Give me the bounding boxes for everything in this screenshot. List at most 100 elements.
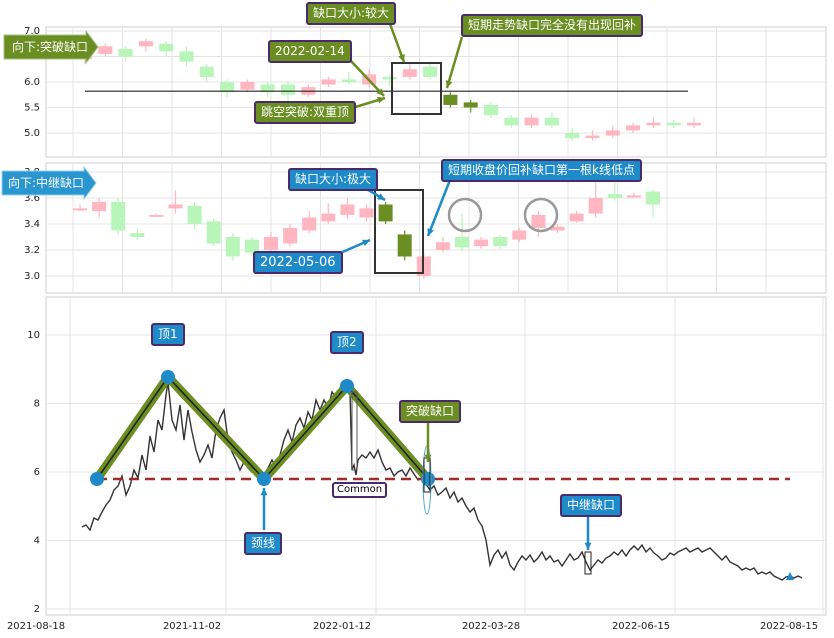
panel1-ytick: 5.0 <box>24 128 40 139</box>
panel1-candle-body <box>98 46 113 54</box>
panel2-candle-body <box>397 234 412 257</box>
panel2-candle-body <box>92 201 107 211</box>
panel2-candle-body <box>302 217 317 231</box>
panel1-candle-body <box>281 84 295 95</box>
panel1-candle-body <box>341 79 356 82</box>
breakout-gap-arrow-head <box>424 454 432 462</box>
panel1-candle-body <box>199 66 214 77</box>
panel1-ytick: 5.5 <box>24 103 40 114</box>
panel1-candle-body <box>687 122 701 126</box>
panel1-candle-body <box>585 135 600 139</box>
panel3-ytick: 10 <box>27 330 40 341</box>
common-gap-marker <box>351 391 358 471</box>
panel1-breakout-type-label: 跳空突破:双重顶 <box>254 101 357 124</box>
panel1-candle-body <box>402 69 417 77</box>
panel2-candle-body <box>646 191 660 205</box>
panel2-candle-body <box>607 194 622 198</box>
panel2-gap-size-label: 缺口大小:极大 <box>288 168 379 191</box>
panel2-candle-body <box>588 198 603 214</box>
panel1-candle-body <box>524 117 539 126</box>
panel2-candle-body <box>283 227 298 244</box>
panel1-candle-body <box>138 41 153 47</box>
panel2-fill-arrow-head <box>427 228 434 236</box>
panel1-candle-body <box>321 79 336 85</box>
panel2-side-label: 向下:中继缺口 <box>2 171 84 195</box>
panel1-candle-body <box>423 66 438 77</box>
panel2-side-arrow <box>1 165 97 201</box>
panel2-candle-body <box>225 237 240 257</box>
panel2-candle-body <box>359 208 374 218</box>
continuation-gap-arrow-head <box>584 542 592 550</box>
panel2-candle-body <box>168 204 183 209</box>
panel1-candle-body <box>260 84 275 93</box>
pattern-point-marker <box>340 379 354 393</box>
panel1-ytick: 6.0 <box>24 77 40 88</box>
continuation-gap-marker <box>584 551 592 575</box>
panel2-ytick: 3.6 <box>24 193 40 204</box>
panel1-candle-body <box>544 117 559 126</box>
panel1-candle-body <box>118 48 133 57</box>
panel2-ytick: 3.2 <box>24 245 40 256</box>
panel1-candle-body <box>220 82 235 93</box>
panel3-xtick: 2022-01-12 <box>313 621 371 632</box>
panel1-frame <box>45 26 827 158</box>
pattern-point-marker <box>161 370 175 384</box>
panel2-candle-body <box>264 237 278 250</box>
panel1-gap-size-label: 缺口大小:较大 <box>306 2 397 25</box>
panel1-ytick: 7.0 <box>24 26 40 37</box>
panel3-ytick: 4 <box>34 536 40 547</box>
panel3-xtick: 2021-11-02 <box>163 621 221 632</box>
panel2-candle-body <box>130 233 145 237</box>
neckline-label: 颈线 <box>244 532 283 555</box>
panel1-candle-body <box>382 76 397 80</box>
panel1-breakout-arrow-head <box>377 96 385 104</box>
price-line <box>81 381 803 581</box>
panel2-candle-body <box>493 237 508 247</box>
panel2-fill-arrow <box>426 179 452 237</box>
panel1-date-arrow-head <box>376 88 384 96</box>
panel3-ytick: 8 <box>34 399 40 410</box>
panel2-fill-circle <box>523 197 559 233</box>
panel2-ytick: 3.0 <box>24 271 40 282</box>
pattern-point-marker <box>257 472 271 486</box>
panel2-candle-body <box>340 204 355 215</box>
panel2-candle-body <box>321 213 336 222</box>
panel1-date-arrow <box>349 59 385 97</box>
panel2-candle-body <box>550 226 565 231</box>
panel1-date-label: 2022-02-14 <box>268 40 352 63</box>
neckline-arrow-head <box>260 488 268 496</box>
panel1-candle-body <box>504 117 519 126</box>
panel1-gap-box <box>391 62 442 115</box>
panel2-candle-body <box>474 239 489 247</box>
panel1-candle-body <box>565 133 580 139</box>
top1-label: 顶1 <box>151 323 185 346</box>
panel1-candle-body <box>666 122 681 126</box>
panel1-no-fill-arrow-head <box>445 80 453 88</box>
panel1-candle-body <box>646 122 661 126</box>
panel2-candle-body <box>73 208 87 211</box>
panel3-xtick: 2022-06-15 <box>612 621 670 632</box>
panel1-gap-size-arrow-head <box>398 54 405 62</box>
panel3-frame <box>45 296 827 616</box>
panel2-side-label-text: 向下:中继缺口 <box>8 176 85 190</box>
panel3-ytick: 2 <box>34 604 40 615</box>
panel3-xtick: 2021-08-18 <box>7 621 65 632</box>
panel1-candle-body <box>443 94 458 105</box>
panel2-candle-body <box>512 230 527 240</box>
panel1-side-label: 向下:突破缺口 <box>6 35 88 59</box>
panel1-candle-body <box>159 43 174 52</box>
panel1-side-label-text: 向下:突破缺口 <box>12 40 89 54</box>
panel1-candle-body <box>605 130 620 136</box>
panel2-candle-body <box>244 239 259 253</box>
panel2-candle-body <box>626 195 641 198</box>
panel1-candle-body <box>626 125 641 131</box>
panel1-side-arrow <box>3 29 99 65</box>
panel3-xtick: 2022-08-15 <box>760 621 818 632</box>
panel2-gap-box <box>374 189 424 274</box>
panel2-date-label: 2022-05-06 <box>253 251 343 274</box>
top2-label: 顶2 <box>330 331 364 354</box>
panel1-candle-body <box>484 104 498 116</box>
panel1-no-fill-arrow <box>445 36 464 89</box>
panel2-fill-label: 短期收盘价回补缺口第一根k线低点 <box>441 159 642 182</box>
